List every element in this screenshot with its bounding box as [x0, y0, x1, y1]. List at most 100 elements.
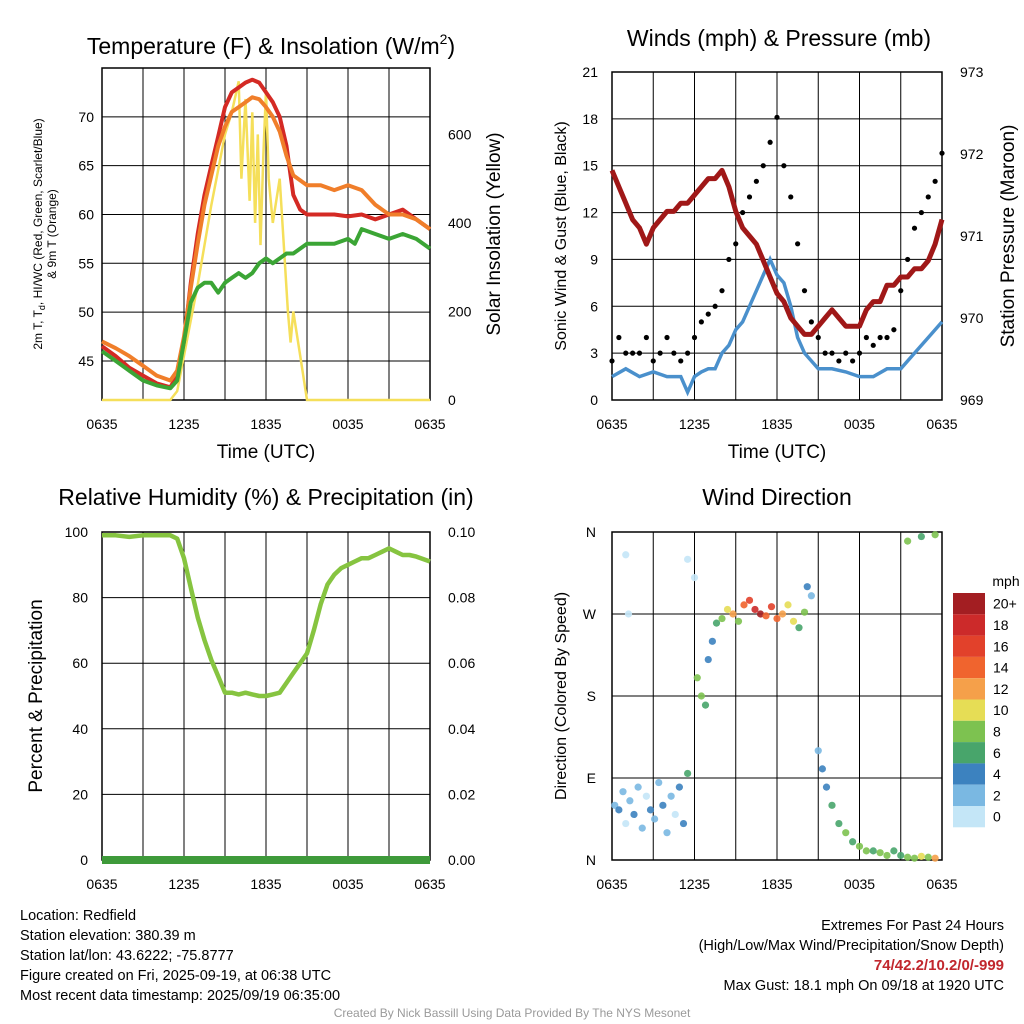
- colorbar-swatch: [953, 635, 985, 657]
- insolation-y-tick-label: 600: [448, 126, 472, 142]
- wind-y-tick-label: 12: [582, 205, 598, 221]
- direction-point: [835, 819, 843, 828]
- humidity-y-tick-label: 80: [72, 590, 88, 606]
- direction-point: [671, 810, 679, 819]
- direction-point: [734, 617, 743, 625]
- direction-point: [814, 747, 822, 755]
- panel1-x-tick-label: 1235: [168, 416, 199, 432]
- direction-point: [697, 692, 705, 700]
- gust-point: [918, 209, 924, 216]
- colorbar-swatch: [953, 763, 985, 785]
- gust-point: [788, 194, 794, 200]
- wind-y-tick-label: 0: [590, 392, 598, 408]
- gust-point: [733, 241, 739, 247]
- gust-point: [808, 319, 814, 325]
- panel2-x-tick-label: 0635: [926, 416, 957, 432]
- direction-point: [740, 601, 748, 609]
- direction-point: [646, 806, 655, 814]
- humidity-y-tick-label: 40: [72, 721, 88, 737]
- recent-data-text: Most recent data timestamp: 2025/09/19 0…: [20, 988, 341, 1004]
- direction-point: [917, 852, 925, 860]
- precip-y-tick-label: 0.06: [448, 655, 475, 671]
- direction-point: [767, 603, 776, 611]
- direction-point: [869, 847, 877, 855]
- temp-y-tick-label: 70: [78, 109, 94, 125]
- gust-point: [705, 311, 711, 317]
- panel1-x-tick-label: 0035: [332, 416, 363, 432]
- credit-text: Created By Nick Bassill Using Data Provi…: [333, 1006, 691, 1020]
- wind-chart-title: Winds (mph) & Pressure (mb): [627, 25, 931, 51]
- wind-y-tick-label: 15: [582, 158, 598, 174]
- wind-y-tick-label: 9: [590, 251, 598, 267]
- direction-point: [883, 851, 891, 860]
- gust-point: [616, 334, 622, 341]
- wind-y-tick-label: 18: [582, 111, 598, 127]
- created-text: Figure created on Fri, 2025-09-19, at 06…: [20, 968, 332, 984]
- gust-point: [801, 288, 808, 294]
- direction-point: [784, 601, 792, 609]
- temp-y-tick-label: 50: [78, 304, 94, 320]
- temp-y-tick-label: 65: [78, 158, 94, 174]
- temp-y-tick-label: 60: [78, 206, 94, 222]
- colorbar-label: 6: [993, 745, 1001, 761]
- direction-point: [624, 610, 633, 618]
- direction-point: [634, 783, 642, 791]
- direction-point: [626, 797, 634, 805]
- latlon-text: Station lat/lon: 43.6222; -75.8777: [20, 948, 234, 964]
- direction-point: [622, 551, 630, 559]
- direction-point: [855, 842, 864, 850]
- panel1-x-tick-label: 0635: [414, 416, 445, 432]
- pressure-y-tick-label: 972: [960, 146, 984, 162]
- colorbar-label: 0: [993, 809, 1001, 825]
- colorbar-label: 2: [993, 787, 1001, 803]
- pressure-y-tick-label: 973: [960, 64, 984, 80]
- colorbar-label: 16: [993, 638, 1009, 654]
- direction-chart-title: Wind Direction: [702, 484, 852, 510]
- direction-point: [723, 605, 732, 614]
- gust-point: [836, 358, 842, 364]
- direction-point: [828, 801, 836, 809]
- gust-point: [678, 358, 684, 364]
- wind-y-tick-label: 3: [590, 345, 598, 361]
- gust-point: [657, 350, 663, 356]
- gust-point: [636, 350, 643, 356]
- colorbar-swatch: [953, 678, 985, 700]
- panel3-x-tick-label: 1235: [168, 876, 199, 892]
- humidity-y-tick-label: 0: [80, 852, 88, 868]
- gust-point: [795, 241, 801, 247]
- gust-point: [932, 178, 938, 184]
- temp-y-tick-label: 45: [78, 353, 94, 369]
- panel4-x-tick-label: 1835: [761, 876, 792, 892]
- direction-point: [917, 532, 925, 541]
- panel3-x-tick-label: 0635: [86, 876, 117, 892]
- direction-point: [638, 824, 646, 832]
- gust-point: [712, 303, 718, 309]
- gust-point: [877, 334, 883, 341]
- gust-point: [623, 350, 629, 356]
- direction-point: [745, 596, 754, 604]
- direction-point: [659, 801, 667, 809]
- direction-y-tick-label: S: [587, 688, 596, 704]
- gust-point: [774, 114, 780, 120]
- direction-point: [630, 810, 638, 819]
- gust-point: [685, 350, 691, 356]
- gust-point: [726, 256, 732, 263]
- direction-point: [876, 849, 884, 857]
- panel2-x-tick-label: 1835: [761, 416, 792, 432]
- humidity-chart-title: Relative Humidity (%) & Precipitation (i…: [58, 484, 473, 510]
- direction-point: [818, 765, 826, 773]
- direction-point: [931, 854, 939, 862]
- direction-point: [778, 610, 787, 618]
- colorbar-label: 10: [993, 702, 1009, 718]
- insolation-axis-label: Solar Insolation (Yellow): [484, 132, 505, 335]
- direction-point: [842, 829, 850, 837]
- direction-point: [675, 783, 683, 791]
- gust-point: [898, 288, 904, 294]
- panel4-x-tick-label: 0635: [596, 876, 627, 892]
- direction-y-tick-label: N: [586, 852, 596, 868]
- extremes-values: 74/42.2/10.2/0/-999: [873, 957, 1004, 974]
- gust-point: [822, 350, 828, 356]
- panel2-x-tick-label: 0035: [844, 416, 875, 432]
- gust-point: [863, 334, 869, 341]
